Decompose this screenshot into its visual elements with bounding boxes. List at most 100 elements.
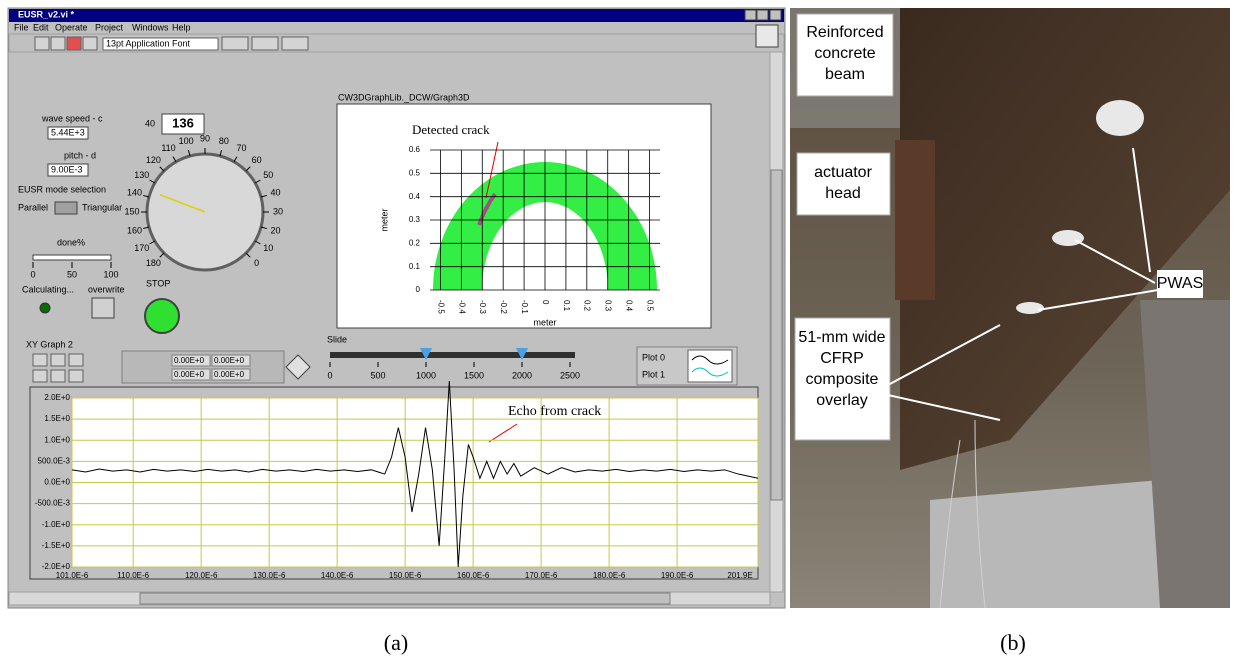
window-buttons[interactable] — [745, 10, 781, 20]
slide-track[interactable] — [330, 352, 575, 358]
slide-tick-label: 2000 — [512, 370, 532, 380]
slide-tick-label: 2500 — [560, 370, 580, 380]
x-tick-label: 0 — [541, 300, 550, 305]
dial-caption: 40 — [145, 118, 155, 128]
dial-tick-label: 60 — [252, 155, 262, 165]
y-tick-label: 0.3 — [409, 215, 421, 224]
legend-entry: Plot 0 — [642, 352, 665, 362]
y-tick-label: 0.6 — [409, 145, 421, 154]
y-tick-label: 0.4 — [409, 192, 421, 201]
h-scroll-thumb[interactable] — [140, 593, 670, 604]
echo-annotation: Echo from crack — [508, 404, 601, 419]
done-tick-label: 0 — [30, 269, 35, 279]
dial-tick-label: 120 — [146, 155, 161, 165]
calculating: Calculating... — [22, 284, 74, 294]
y-tick-label: 0.5 — [409, 168, 421, 177]
done-tick-label: 50 — [67, 269, 77, 279]
dial-tick-label: 160 — [127, 225, 142, 235]
x-tick-label: 101.0E-6 — [56, 571, 89, 580]
dial-tick-label: 100 — [179, 136, 194, 146]
pitch-value: 9.00E-3 — [51, 164, 83, 174]
x-tick-label: -0.1 — [520, 300, 529, 314]
menu-item: Help — [172, 22, 191, 32]
crack-annotation: Detected crack — [412, 122, 490, 137]
x-axis-label: meter — [533, 317, 556, 327]
x-tick-label: 0.2 — [583, 300, 592, 312]
y-tick-label: 0.2 — [409, 238, 421, 247]
legend-entry: Plot 1 — [642, 369, 665, 379]
dial-tick-label: 170 — [134, 243, 149, 253]
overwrite: overwrite — [88, 284, 125, 294]
menu-item: Operate — [55, 22, 88, 32]
overlay-label: overlay — [816, 392, 868, 409]
mode-toggle[interactable] — [55, 202, 77, 214]
stop-label: STOP — [146, 278, 170, 288]
y-tick-label: 0.1 — [409, 262, 421, 271]
x-tick-label: 201.9E — [727, 571, 752, 580]
menu-item: Windows — [132, 22, 169, 32]
pwas-2 — [1052, 230, 1084, 246]
actuator-label: actuator — [814, 164, 872, 181]
mode-label: EUSR mode selection — [18, 184, 106, 194]
y-tick-label: 0.0E+0 — [44, 478, 70, 487]
caption-b: (b) — [1000, 630, 1026, 655]
done-label: done% — [57, 237, 85, 247]
beam-label: beam — [825, 66, 865, 83]
y-axis-label: meter — [379, 208, 389, 231]
overlay-label: CFRP — [820, 350, 864, 367]
actuator-label: head — [825, 185, 861, 202]
dial-tick-label: 150 — [124, 206, 139, 216]
dial-tick-label: 10 — [263, 243, 273, 253]
x-tick-label: -0.3 — [478, 300, 487, 314]
v-scroll-thumb[interactable] — [771, 170, 782, 500]
pwas-3 — [1016, 302, 1044, 314]
x-tick-label: 0.3 — [604, 300, 613, 312]
dial-tick-label: 90 — [200, 133, 210, 143]
x-tick-label: 160.0E-6 — [457, 571, 490, 580]
x-tick-label: 150.0E-6 — [389, 571, 422, 580]
dial-tick-label: 130 — [134, 170, 149, 180]
mode-left: Parallel — [18, 202, 48, 212]
cursor-field-value: 0.00E+0 — [214, 356, 245, 365]
overlay-label: composite — [806, 371, 879, 388]
dial-tick-label: 20 — [271, 225, 281, 235]
y-tick-label: -1.5E+0 — [42, 541, 71, 550]
dial-tick-label: 110 — [161, 143, 175, 153]
x-tick-label: -0.4 — [457, 300, 466, 314]
page: { "panel_a": { "window_title": "EUSR_v2.… — [0, 0, 1238, 668]
support — [930, 480, 1160, 608]
dial-tick-label: 30 — [273, 206, 283, 216]
slide-tick-label: 0 — [327, 370, 332, 380]
cursor-field-value: 0.00E+0 — [174, 370, 205, 379]
legend-swatch-box — [688, 350, 732, 382]
window-title: EUSR_v2.vi * — [18, 9, 75, 19]
x-tick-label: 130.0E-6 — [253, 571, 286, 580]
y-tick-label: 500.0E-3 — [38, 456, 71, 465]
y-tick-label: -2.0E+0 — [42, 562, 71, 571]
y-tick-label: 1.5E+0 — [44, 414, 70, 423]
x-tick-label: 0.4 — [625, 300, 634, 312]
x-tick-label: 140.0E-6 — [321, 571, 354, 580]
overwrite-button[interactable] — [92, 298, 114, 318]
stop-button[interactable] — [145, 299, 179, 333]
title-bar — [9, 9, 784, 22]
pitch-label: pitch - d — [64, 150, 96, 160]
y-tick-label: 2.0E+0 — [44, 393, 70, 402]
menu-item: File — [14, 22, 29, 32]
y-tick-label: -500.0E-3 — [35, 499, 71, 508]
wave-speed-value: 5.44E+3 — [51, 127, 85, 137]
calc-led — [40, 303, 50, 313]
cursor-field-value: 0.00E+0 — [174, 356, 205, 365]
toolbar-font[interactable]: 13pt Application Font — [106, 38, 191, 48]
graph3d-title: CW3DGraphLib._DCW/Graph3D — [338, 92, 470, 102]
x-tick-label: 180.0E-6 — [593, 571, 626, 580]
pwas-1 — [1096, 100, 1144, 136]
y-tick-label: 1.0E+0 — [44, 435, 70, 444]
mode-right: Triangular — [82, 202, 122, 212]
xy-graph-title: XY Graph 2 — [26, 339, 73, 349]
x-tick-label: 110.0E-6 — [117, 571, 149, 580]
dial-tick-label: 0 — [254, 258, 259, 268]
slide-label: Slide — [327, 334, 347, 344]
cursor-field-value: 0.00E+0 — [214, 370, 245, 379]
dial-tick-label: 40 — [271, 187, 281, 197]
